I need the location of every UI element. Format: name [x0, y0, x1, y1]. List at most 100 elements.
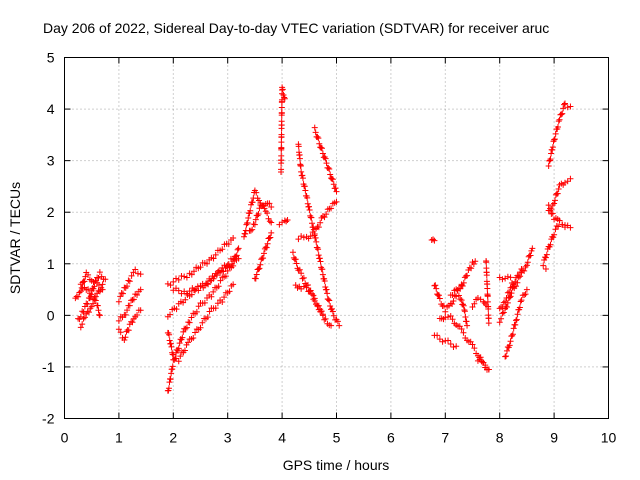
- data-point: [188, 291, 195, 298]
- data-point: [325, 164, 332, 171]
- data-point: [168, 370, 175, 377]
- data-point: [128, 272, 135, 279]
- data-point: [293, 260, 300, 267]
- data-point: [166, 331, 173, 338]
- data-point: [166, 337, 173, 344]
- data-point: [200, 284, 207, 291]
- data-point: [485, 320, 492, 327]
- data-point: [506, 342, 513, 349]
- data-point: [512, 278, 519, 285]
- data-point: [219, 298, 226, 305]
- data-point: [134, 292, 141, 299]
- x-tick-label: 0: [61, 430, 69, 446]
- data-point: [222, 273, 229, 280]
- data-point: [247, 207, 254, 214]
- data-point: [551, 136, 558, 143]
- data-point: [247, 227, 254, 234]
- data-point: [255, 210, 262, 217]
- data-point: [312, 234, 319, 241]
- data-point: [84, 300, 91, 307]
- data-point: [435, 292, 442, 299]
- data-point: [325, 296, 332, 303]
- data-point: [178, 272, 185, 279]
- data-point: [548, 150, 555, 157]
- data-point: [524, 259, 531, 266]
- data-point: [323, 160, 330, 167]
- data-point: [75, 293, 82, 300]
- x-axis-label: GPS time / hours: [283, 457, 390, 473]
- data-point: [329, 308, 336, 315]
- data-point: [308, 214, 315, 221]
- data-point: [310, 292, 317, 299]
- data-point: [460, 302, 467, 309]
- data-point: [88, 291, 95, 298]
- data-point: [500, 309, 507, 316]
- data-point: [197, 283, 204, 290]
- data-point: [193, 308, 200, 315]
- data-point: [515, 272, 522, 279]
- data-point: [485, 366, 492, 373]
- data-point: [234, 246, 241, 253]
- data-point: [208, 293, 215, 300]
- data-point: [204, 314, 211, 321]
- y-tick-label: -1: [42, 359, 55, 375]
- data-point: [85, 309, 92, 316]
- data-point: [472, 258, 479, 265]
- data-point: [173, 355, 180, 362]
- data-point: [129, 296, 136, 303]
- data-point: [96, 288, 103, 295]
- data-point: [126, 278, 133, 285]
- data-point: [235, 245, 242, 252]
- data-point: [302, 187, 309, 194]
- data-point: [197, 324, 204, 331]
- data-point: [551, 200, 558, 207]
- data-point: [469, 341, 476, 348]
- data-point: [300, 283, 307, 290]
- data-point: [311, 297, 318, 304]
- x-tick-label: 8: [496, 430, 504, 446]
- data-point: [333, 188, 340, 195]
- data-point: [332, 185, 339, 192]
- data-point: [436, 295, 443, 302]
- data-point: [207, 277, 214, 284]
- data-point: [527, 252, 534, 259]
- data-point: [561, 101, 568, 108]
- data-point: [442, 308, 449, 315]
- data-point: [312, 129, 319, 136]
- data-point: [169, 363, 176, 370]
- data-point: [102, 276, 109, 283]
- data-point: [498, 315, 505, 322]
- data-point: [554, 124, 561, 131]
- plot-frame: [64, 57, 609, 419]
- data-point: [558, 111, 565, 118]
- data-point: [468, 265, 475, 272]
- data-point: [314, 302, 321, 309]
- data-point: [83, 300, 90, 307]
- data-point: [523, 262, 530, 269]
- data-point: [328, 205, 335, 212]
- data-point: [268, 204, 275, 211]
- data-point: [315, 224, 322, 231]
- data-point: [197, 264, 204, 271]
- data-point: [313, 238, 320, 245]
- data-point: [317, 219, 324, 226]
- x-tick-label: 9: [550, 430, 558, 446]
- data-point: [511, 283, 518, 290]
- data-point: [256, 265, 263, 272]
- data-point: [449, 301, 456, 308]
- data-point: [96, 311, 103, 318]
- data-point: [513, 317, 520, 324]
- data-point: [309, 220, 316, 227]
- data-point: [445, 337, 452, 344]
- data-point: [301, 183, 308, 190]
- data-point: [549, 144, 556, 151]
- data-point: [182, 325, 189, 332]
- data-point: [458, 297, 465, 304]
- data-point: [99, 281, 106, 288]
- data-point: [117, 329, 124, 336]
- data-point: [167, 340, 174, 347]
- data-point: [122, 311, 129, 318]
- data-point: [561, 100, 568, 107]
- data-point: [266, 218, 273, 225]
- y-tick-label: 2: [47, 204, 55, 220]
